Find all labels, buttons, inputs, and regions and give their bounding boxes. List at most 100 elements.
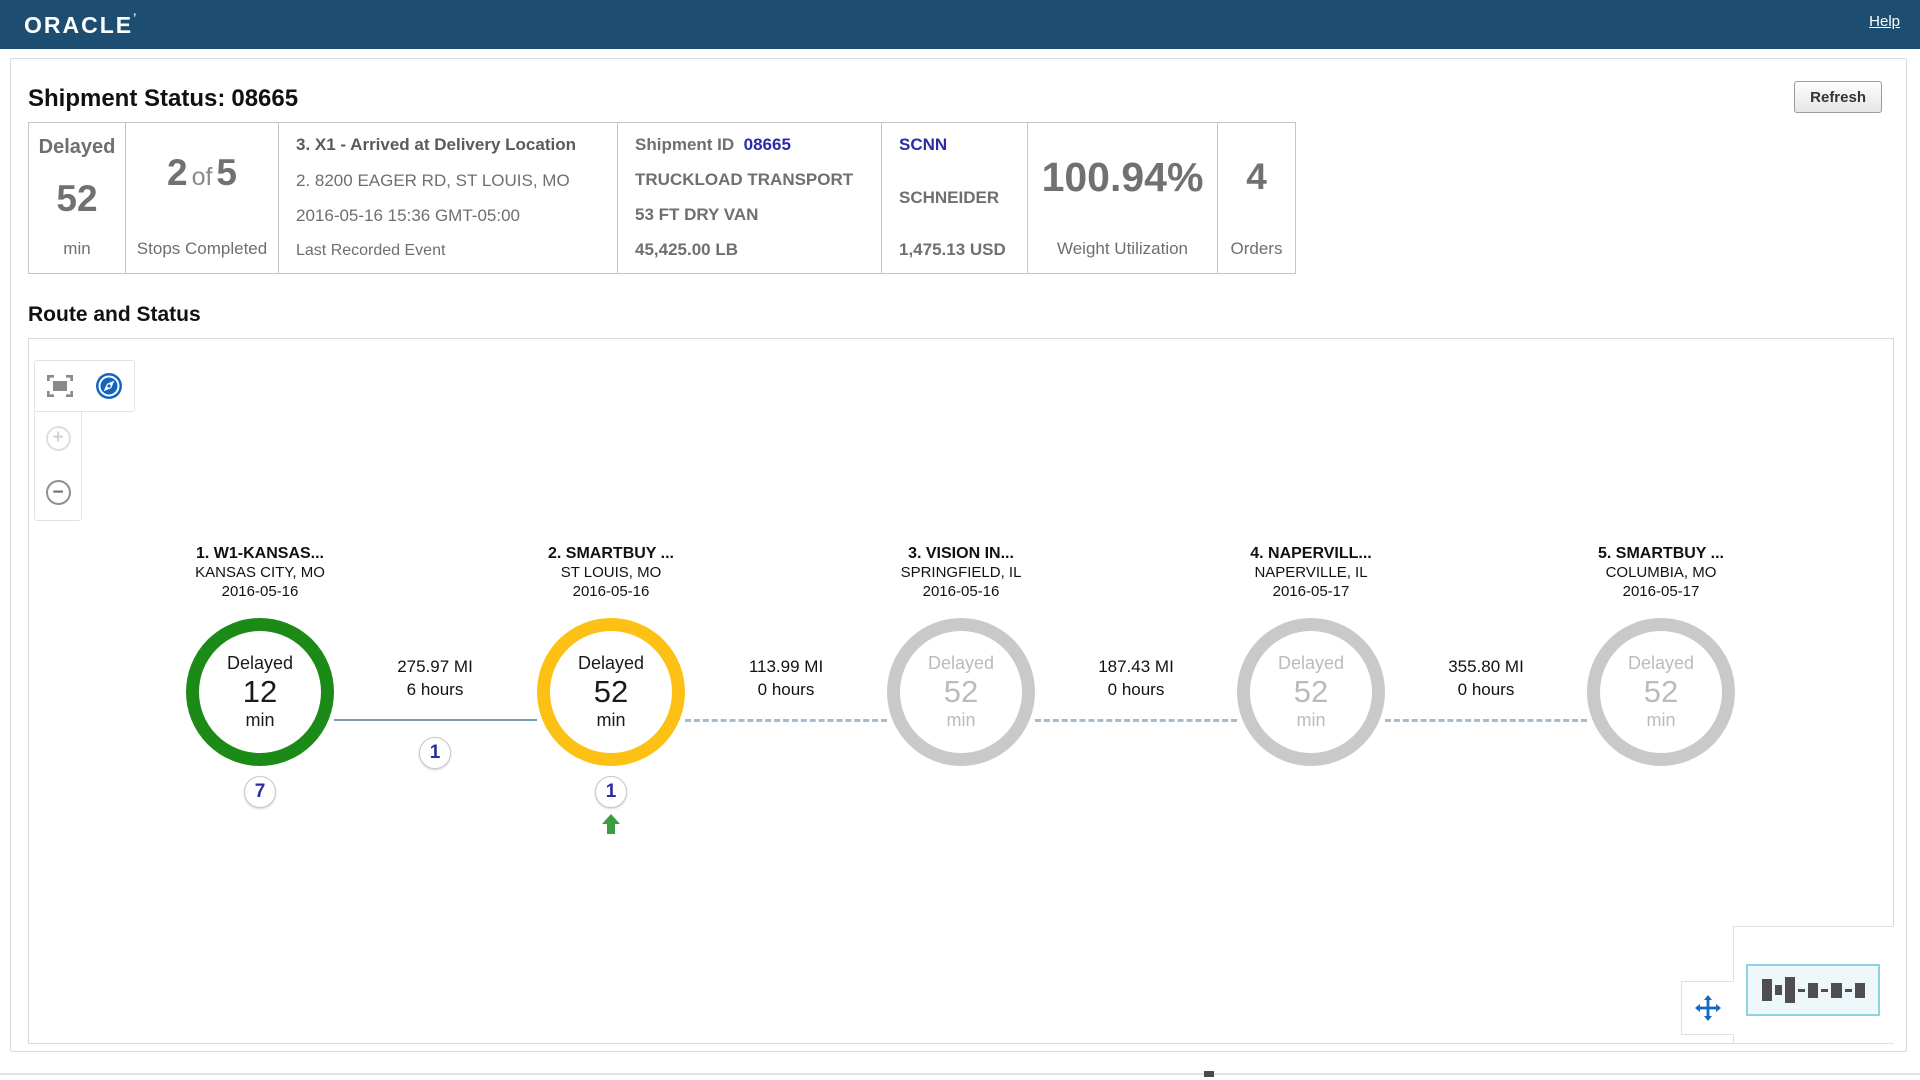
route-stop-2: 2. SMARTBUY ... ST LOUIS, MO 2016-05-16 … [491, 544, 731, 834]
stop-date: 2016-05-16 [572, 583, 650, 600]
stop-name: 1. W1-KANSAS... [195, 545, 324, 562]
stop-name: 4. NAPERVILL... [1250, 545, 1372, 562]
leg-distance: 355.80 MI [1448, 657, 1524, 676]
stop-delay-unit: min [946, 710, 976, 730]
last-event-name: 3. X1 - Arrived at Delivery Location [296, 135, 576, 154]
leg-count-badge[interactable]: 1 [419, 737, 451, 769]
leg-distance: 275.97 MI [397, 657, 473, 676]
stops-completed-caption: Stops Completed [136, 239, 268, 258]
shipment-number: 08665 [231, 85, 299, 112]
carrier-name: SCHNEIDER [899, 187, 1000, 207]
truck-arrival-arrow [602, 814, 620, 834]
route-segment-completed [334, 719, 537, 721]
route-heading: Route and Status [28, 303, 201, 326]
leg-label: 113.99 MI 0 hours [696, 655, 876, 701]
map-toolbar [34, 360, 135, 412]
stop-status-circle[interactable]: Delayed 52 min [537, 618, 685, 766]
utilization-value: 100.94% [1041, 154, 1204, 200]
stop-city: KANSAS CITY, MO [195, 564, 325, 581]
stop-name: 3. VISION IN... [908, 545, 1014, 562]
shipment-id-row: Shipment ID 08665 [635, 135, 864, 155]
page-title-label: Shipment Status: [28, 85, 226, 112]
delay-status: Delayed [38, 136, 116, 158]
horizontal-scrollbar-track[interactable] [0, 1073, 1920, 1075]
route-segment-planned-2 [1035, 719, 1237, 722]
zoom-in-button[interactable]: + [45, 425, 71, 451]
stop-delay-unit: min [1296, 710, 1326, 730]
stops-completed-card: 2 of 5 Stops Completed [125, 122, 279, 274]
help-link[interactable]: Help [1869, 13, 1900, 30]
stop-delay-unit: min [1646, 710, 1676, 730]
stop-delay-value: 52 [1643, 674, 1679, 709]
route-map: + − 275.97 MI 6 hours 113.99 MI 0 hours … [28, 338, 1894, 1044]
leg-duration: 0 hours [1107, 680, 1165, 699]
summary-cards: Delayed 52 min 2 of 5 Stops Completed 3. X… [28, 122, 1296, 274]
stop-status: Delayed [1627, 653, 1695, 673]
leg-duration: 6 hours [406, 680, 464, 699]
map-zoom-controls: + − [34, 411, 82, 521]
oracle-logo: ORACLE’ [24, 12, 137, 38]
minimap-viewport[interactable] [1746, 964, 1880, 1016]
minimap-route-thumbnail [1761, 979, 1772, 1001]
stop-delay-unit: min [596, 710, 626, 730]
route-segment-planned-3 [1385, 719, 1587, 722]
stop-status-circle[interactable]: Delayed 52 min [887, 618, 1035, 766]
delay-card: Delayed 52 min [28, 122, 126, 274]
stop-name: 2. SMARTBUY ... [548, 545, 674, 562]
route-segment-planned-1 [685, 719, 887, 722]
leg-duration: 0 hours [757, 680, 815, 699]
carrier-cost: 1,475.13 USD [899, 240, 1006, 259]
fit-to-view-icon [46, 375, 73, 397]
last-event-timestamp: 2016-05-16 15:36 GMT-05:00 [296, 206, 520, 226]
stop-status: Delayed [1277, 653, 1345, 673]
app-header-bar: ORACLE’ Help [0, 0, 1920, 49]
route-stop-5: 5. SMARTBUY ... COLUMBIA, MO 2016-05-17 … [1541, 544, 1781, 766]
orders-caption: Orders [1230, 239, 1283, 258]
stop-status: Delayed [226, 653, 294, 673]
utilization-card: 100.94% Weight Utilization [1027, 122, 1218, 274]
delay-value: 52 [56, 178, 98, 219]
stop-status-circle[interactable]: Delayed 52 min [1587, 618, 1735, 766]
route-stop-1: 1. W1-KANSAS... KANSAS CITY, MO 2016-05-… [140, 544, 380, 808]
last-event-location: 2. 8200 EAGER RD, ST LOUIS, MO [296, 170, 570, 190]
page-title: Shipment Status: 08665 [28, 85, 298, 113]
stop-name: 5. SMARTBUY ... [1598, 545, 1724, 562]
shipment-id-label: Shipment ID [635, 135, 735, 154]
stop-status: Delayed [927, 653, 995, 673]
orders-value: 4 [1246, 156, 1267, 197]
horizontal-scrollbar-thumb[interactable] [1204, 1071, 1214, 1077]
content-panel: Shipment Status: 08665 Refresh Delayed 52… [10, 58, 1907, 1052]
leg-distance: 113.99 MI [748, 657, 824, 676]
carrier-card: SCNN SCHNEIDER 1,475.13 USD [881, 122, 1028, 274]
zoom-out-button[interactable]: − [45, 480, 71, 506]
leg-label: 355.80 MI 0 hours [1396, 655, 1576, 701]
route-stop-4: 4. NAPERVILL... NAPERVILLE, IL 2016-05-1… [1191, 544, 1431, 766]
shipment-id-link[interactable]: 08665 [743, 135, 791, 154]
stop-date: 2016-05-16 [221, 583, 299, 600]
utilization-caption: Weight Utilization [1056, 239, 1189, 258]
stop-status: Delayed [577, 653, 645, 673]
stops-completed-count: 2 of 5 [166, 152, 237, 193]
stop-status-circle[interactable]: Delayed 12 min [186, 618, 334, 766]
stop-delay-value: 52 [593, 674, 629, 709]
fit-to-view-button[interactable] [45, 371, 75, 401]
refresh-button[interactable]: Refresh [1794, 81, 1882, 113]
stop-count-badge[interactable]: 7 [244, 776, 276, 808]
shipment-weight: 45,425.00 LB [635, 240, 739, 259]
leg-label: 275.97 MI 6 hours [345, 655, 525, 701]
stop-city: SPRINGFIELD, IL [900, 564, 1022, 581]
route-stop-3: 3. VISION IN... SPRINGFIELD, IL 2016-05-… [841, 544, 1081, 766]
stop-status-circle[interactable]: Delayed 52 min [1237, 618, 1385, 766]
carrier-code-link[interactable]: SCNN [899, 135, 948, 154]
orders-card: 4 Orders [1217, 122, 1296, 274]
stop-city: ST LOUIS, MO [560, 564, 662, 581]
stop-date: 2016-05-17 [1272, 583, 1350, 600]
shipment-card: Shipment ID 08665 TRUCKLOAD TRANSPORT 53… [617, 122, 882, 274]
stop-city: COLUMBIA, MO [1605, 564, 1717, 581]
stop-date: 2016-05-17 [1622, 583, 1700, 600]
stop-delay-value: 12 [242, 674, 278, 709]
pan-move-icon [1695, 995, 1721, 1021]
stop-count-badge[interactable]: 1 [595, 776, 627, 808]
compass-button[interactable] [94, 371, 124, 401]
minimap-pan-handle[interactable] [1681, 981, 1734, 1035]
